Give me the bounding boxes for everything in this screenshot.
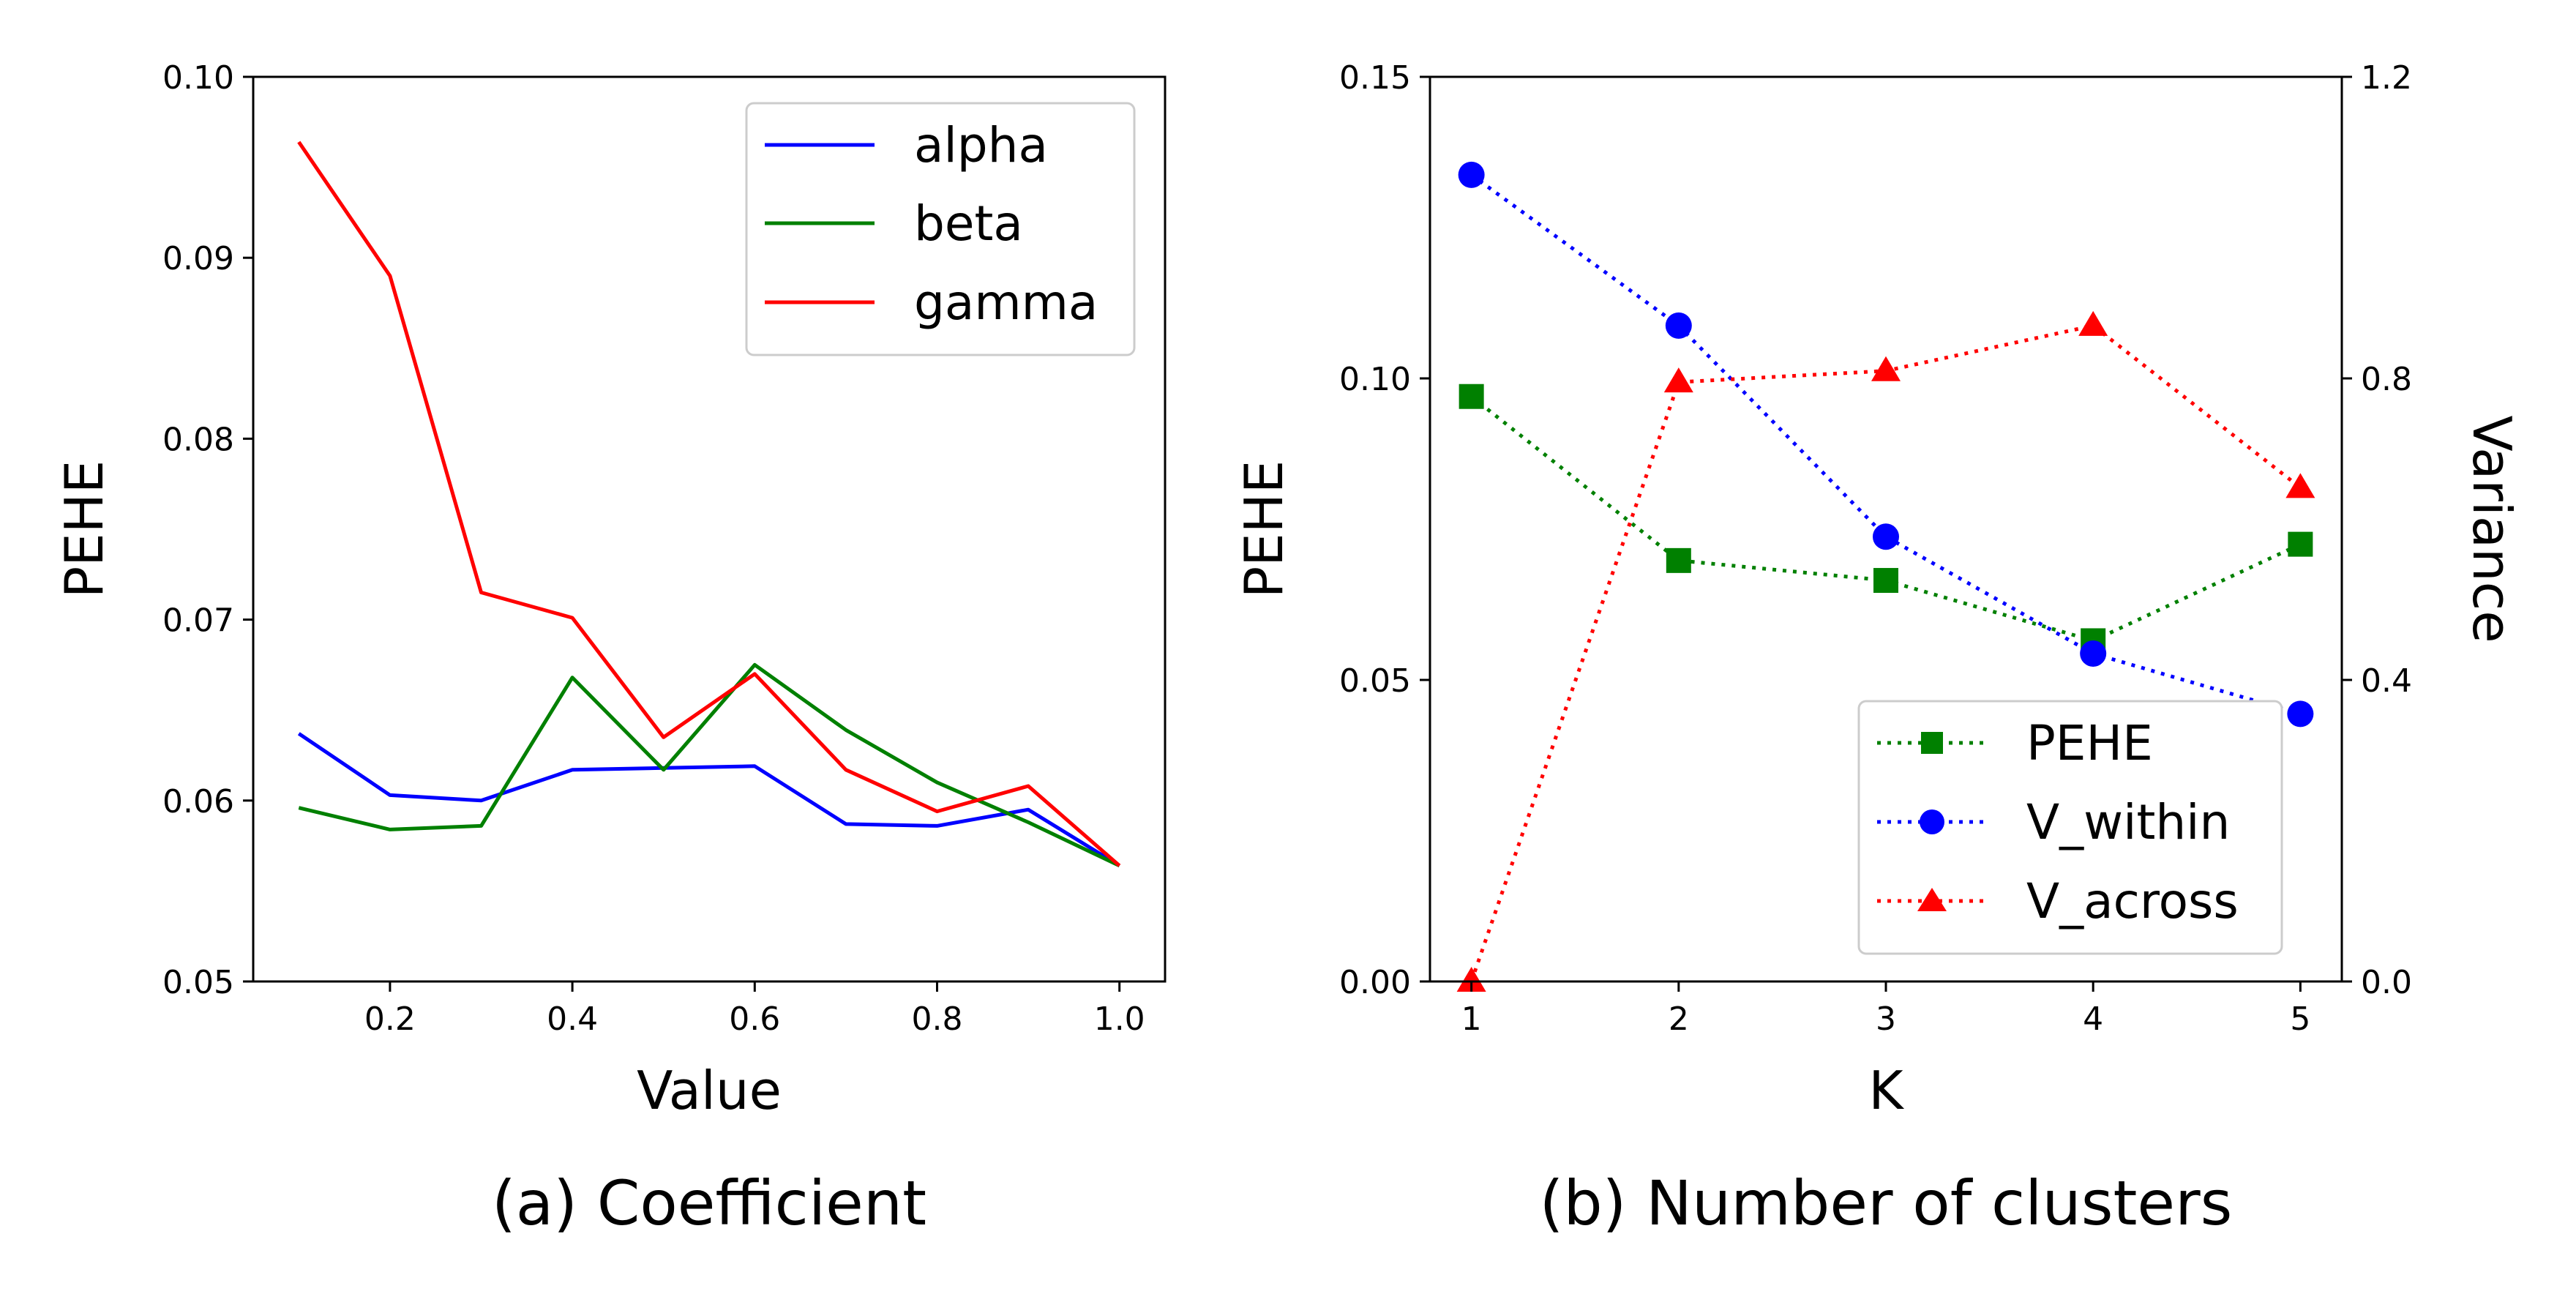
point-pehe	[2288, 531, 2313, 557]
point-v-across	[1871, 356, 1901, 381]
x-tick-label: 0.8	[912, 1001, 963, 1038]
legend-label-pehe: PEHE	[2026, 715, 2153, 771]
panel-a-plot-frame	[252, 75, 1167, 983]
panel-b-x-axis-label: K	[1868, 1060, 1904, 1121]
point-v-within	[2287, 700, 2314, 728]
point-v-across	[2078, 310, 2108, 336]
y-tick-label-left: 0.10	[1339, 361, 1411, 398]
panel-b-legend-box	[1857, 700, 2283, 955]
panel-a-series-lines	[297, 141, 1121, 868]
legend-marker-pehe	[1921, 732, 1943, 754]
series-line-alpha	[297, 732, 1121, 867]
panel-b-y-axis-label-right: Variance	[2461, 415, 2523, 643]
x-tick-label: 5	[2290, 1001, 2310, 1038]
point-v-within	[1458, 161, 1485, 188]
y-tick-label: 0.06	[162, 783, 234, 820]
legend-label-gamma: gamma	[914, 274, 1098, 331]
series-line-beta	[298, 662, 1120, 868]
panel-a-ticks: 0.2 0.4 0.6 0.8 1.0 0.05 0.06 0.07 0.08 0.09 0.10	[162, 59, 1145, 1038]
y-tick-label: 0.09	[162, 240, 234, 277]
x-tick-label: 3	[1876, 1001, 1896, 1038]
panel-b-number-of-clusters: 1 2 3 4 5 0.00 0.05 0.10 0.15 0.0 0.4 0.8 1.2 K PEHE…	[1233, 59, 2523, 1239]
point-pehe	[1666, 547, 1691, 573]
y-tick-label-right: 1.2	[2361, 59, 2412, 97]
x-tick-label: 0.4	[547, 1001, 598, 1038]
point-v-across	[1663, 367, 1693, 393]
y-tick-label: 0.05	[162, 964, 234, 1001]
x-tick-label: 1	[1461, 1001, 1482, 1038]
legend-label-v-across: V_across	[2026, 873, 2239, 930]
legend-label-v-within: V_within	[2026, 794, 2230, 850]
legend-label-beta: beta	[914, 195, 1023, 252]
y-tick-label: 0.10	[162, 59, 234, 97]
x-tick-label: 1.0	[1094, 1001, 1145, 1038]
x-tick-label: 4	[2083, 1001, 2103, 1038]
y-tick-label-right: 0.0	[2361, 964, 2412, 1001]
panel-b-series	[1456, 161, 2315, 992]
panel-b-legend: PEHE V_within V_across	[1857, 700, 2283, 955]
y-tick-label-left: 0.15	[1339, 59, 1411, 97]
y-tick-label-right: 0.8	[2361, 361, 2412, 398]
point-pehe	[1459, 384, 1484, 409]
legend-marker-v-within	[1920, 809, 1944, 834]
panel-b-ticks: 1 2 3 4 5 0.00 0.05 0.10 0.15 0.0 0.4 0.8 1.2	[1339, 59, 2412, 1038]
y-tick-label-left: 0.05	[1339, 662, 1411, 700]
panel-a-legend: alpha beta gamma	[745, 102, 1136, 356]
panel-a-legend-box	[745, 102, 1136, 356]
panel-a-caption: (a) Coefficient	[492, 1167, 926, 1239]
legend-marker-v-across	[1917, 888, 1947, 911]
x-tick-label: 0.6	[729, 1001, 780, 1038]
y-tick-label-right: 0.4	[2361, 662, 2412, 700]
legend-label-alpha: alpha	[914, 117, 1048, 173]
y-tick-label: 0.07	[162, 602, 234, 640]
panel-a-coefficient: 0.2 0.4 0.6 0.8 1.00.050.060.070.080.090.10 …	[53, 59, 1167, 1239]
point-pehe	[1873, 568, 1898, 594]
panel-b-caption: (b) Number of clusters	[1540, 1167, 2233, 1239]
y-tick-label-left: 0.00	[1339, 964, 1411, 1001]
series-line-pehe	[1470, 394, 2302, 643]
panel-a-x-axis-label: Value	[637, 1060, 782, 1121]
y-tick-label: 0.08	[162, 421, 234, 458]
point-v-across	[2285, 473, 2315, 498]
point-v-within	[1665, 312, 1692, 339]
x-tick-label: 2	[1669, 1001, 1689, 1038]
x-tick-label: 0.2	[364, 1001, 416, 1038]
panel-b-y-axis-label-left: PEHE	[1233, 460, 1295, 599]
series-line-gamma	[297, 141, 1121, 867]
point-v-across	[1456, 967, 1486, 992]
point-v-within	[1873, 523, 1899, 550]
point-v-within	[2080, 640, 2107, 667]
series-line-v-within	[1470, 173, 2302, 716]
panel-a-y-axis-label: PEHE	[53, 460, 115, 599]
